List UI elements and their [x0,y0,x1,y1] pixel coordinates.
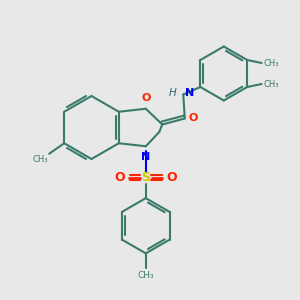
Text: O: O [141,93,151,103]
Text: H: H [169,88,177,98]
Text: N: N [141,152,150,162]
Text: O: O [189,112,198,123]
Text: N: N [185,88,194,98]
Text: S: S [141,171,150,184]
Text: CH₃: CH₃ [264,58,280,68]
Text: O: O [166,171,177,184]
Text: O: O [115,171,125,184]
Text: CH₃: CH₃ [264,80,280,88]
Text: CH₃: CH₃ [32,155,48,164]
Text: CH₃: CH₃ [137,271,154,280]
